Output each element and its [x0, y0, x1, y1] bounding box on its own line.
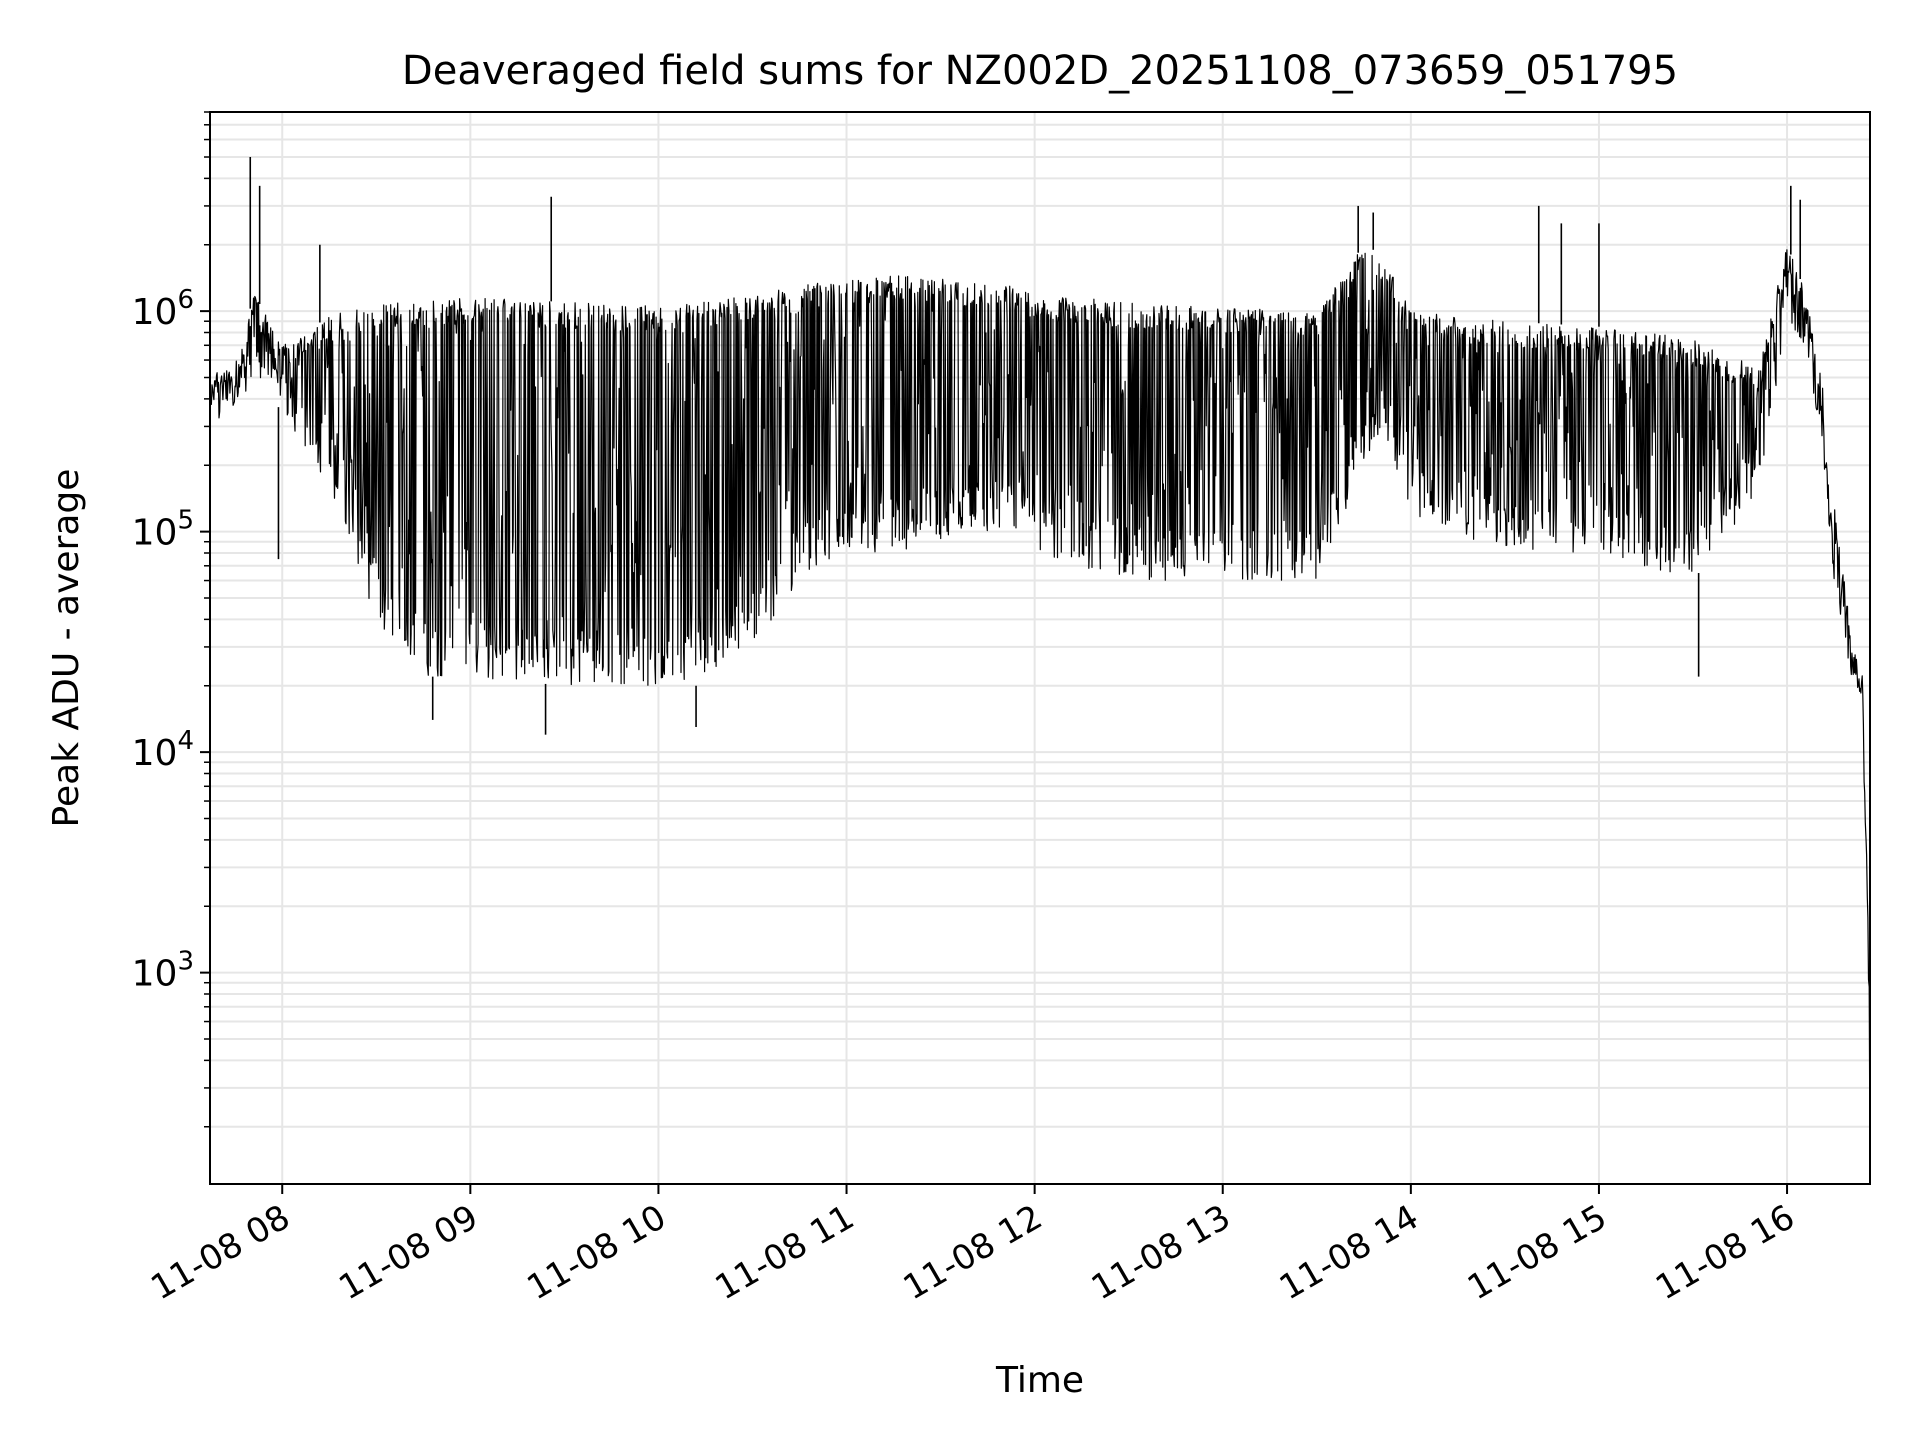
y-tick-label: 104: [132, 726, 194, 774]
x-axis: 11-08 08 11-08 09 11-08 10 11-08 11 11-08 12…: [144, 1184, 1802, 1308]
x-tick-label: 11-08 11: [709, 1197, 861, 1308]
x-tick-label: 11-08 14: [1273, 1197, 1425, 1308]
y-tick-label: 105: [132, 506, 194, 554]
series-line: [210, 249, 1871, 1125]
x-tick-label: 11-08 16: [1649, 1197, 1801, 1308]
chart-title: Deaveraged field sums for NZ002D_2025110…: [402, 48, 1678, 94]
x-tick-label: 11-08 12: [897, 1197, 1049, 1308]
x-axis-label: Time: [995, 1360, 1084, 1401]
plot-area-frame: [209, 111, 1871, 1185]
x-tick-label: 11-08 08: [144, 1197, 296, 1308]
x-tick-label: 11-08 15: [1461, 1197, 1613, 1308]
y-axis-label: Peak ADU - average: [46, 469, 87, 828]
x-tick-label: 11-08 09: [332, 1197, 484, 1308]
x-tick-label: 11-08 13: [1085, 1197, 1237, 1308]
y-tick-label: 103: [132, 947, 194, 995]
y-axis: 103 104 105 106: [132, 111, 210, 1128]
data-series: [210, 157, 1871, 1125]
y-tick-label: 106: [132, 285, 194, 333]
grid: [210, 111, 1870, 1184]
x-tick-label: 11-08 10: [521, 1197, 673, 1308]
